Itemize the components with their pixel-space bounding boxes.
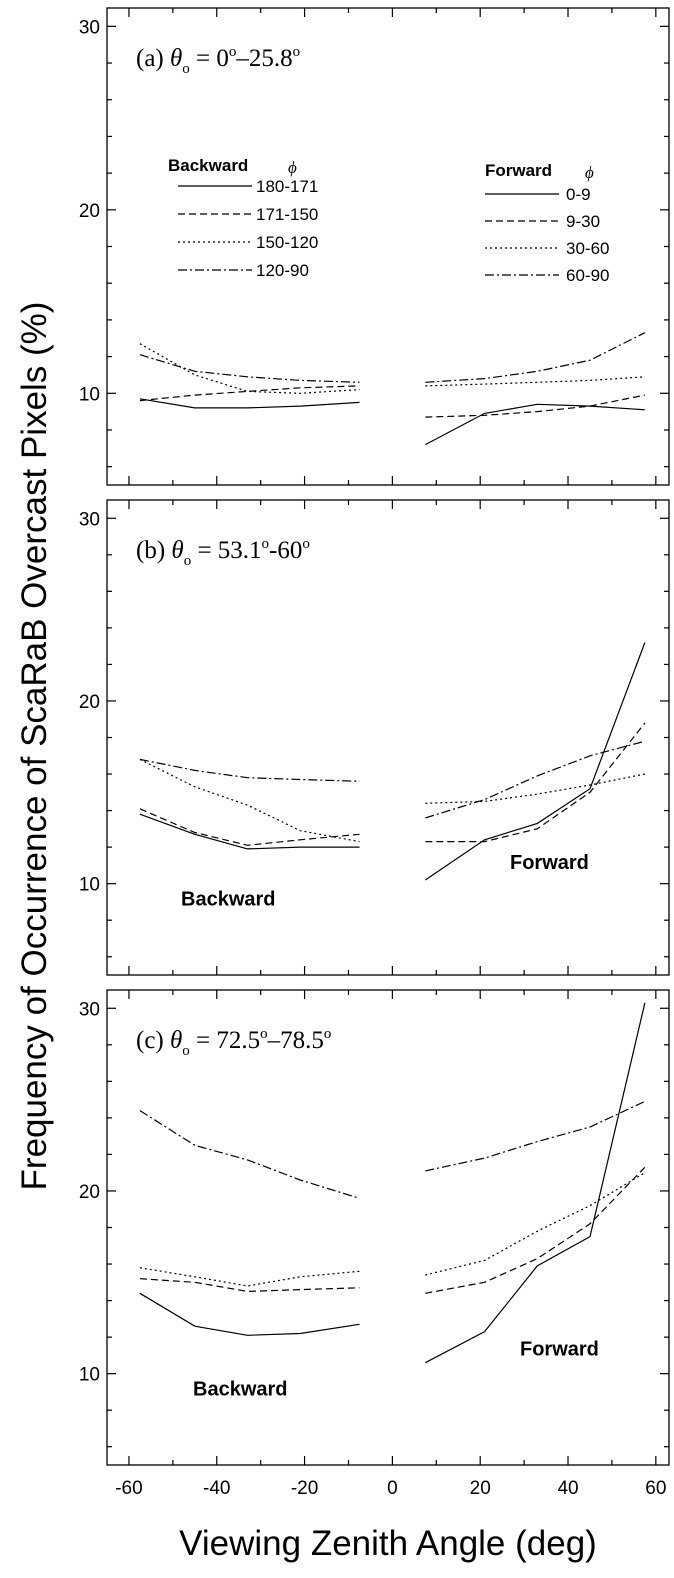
panel-label-theta: θ [170, 1027, 182, 1054]
forward-label: Forward [510, 852, 589, 874]
forward-label: Forward [520, 1338, 599, 1360]
backward-label: Backward [193, 1379, 288, 1401]
legend-entry: 9-30 [566, 212, 600, 231]
y-tick-label: 10 [79, 875, 100, 896]
panel-label-theta: θ [170, 45, 182, 72]
panel-label-prefix: (c) [136, 1027, 170, 1054]
legend-entry: 180-171 [256, 177, 318, 196]
y-tick-label: 10 [79, 1365, 100, 1386]
legend-entry: 120-90 [256, 261, 309, 280]
y-tick-label: 10 [79, 384, 100, 405]
x-tick-label: 40 [557, 1478, 578, 1499]
forward-series-9-30 [425, 394, 646, 418]
backward-series-171-150 [139, 808, 360, 846]
forward-series-0-9 [425, 403, 645, 446]
panel-label-eq: = 53.1 [191, 537, 261, 564]
x-tick-label: -60 [115, 1478, 142, 1499]
legend-forward-phi: ϕ [585, 163, 594, 182]
legend-backward-title: Backward [168, 156, 248, 175]
panel-label-sup1: o [260, 1026, 268, 1042]
panel-label-eq: = 72.5 [190, 1027, 260, 1054]
forward-series-60-90 [425, 332, 646, 383]
forward-series-0-9 [425, 1002, 646, 1364]
y-tick-label: 30 [79, 999, 100, 1020]
legend-backward-phi: ϕ [288, 158, 297, 177]
panel-label-sup2: o [324, 1026, 332, 1042]
backward-series-150-120 [139, 1267, 360, 1287]
backward-series-150-120 [139, 758, 360, 843]
y-tick-label: 20 [79, 692, 100, 713]
panel-label-sub: o [182, 1043, 190, 1059]
legend-entry: 0-9 [566, 185, 591, 204]
backward-series-180-171 [139, 398, 360, 409]
forward-series-60-90 [425, 1100, 646, 1172]
y-tick-label: 20 [79, 201, 100, 222]
x-tick-label: 60 [645, 1478, 666, 1499]
backward-series-180-171 [139, 1292, 360, 1336]
forward-series-30-60 [425, 773, 646, 804]
forward-series-30-60 [425, 1172, 646, 1276]
panel-label-mid: –25.8 [235, 45, 292, 72]
forward-series-0-9 [424, 642, 646, 881]
panel-label-prefix: (b) [136, 537, 171, 564]
forward-series-9-30 [425, 1166, 646, 1294]
panel-label-prefix: (a) [136, 45, 170, 72]
x-tick-label: -40 [203, 1478, 230, 1499]
y-tick-label: 30 [79, 17, 100, 38]
y-axis-label: Frequency of Occurrence of ScaRaB Overca… [15, 302, 54, 1191]
forward-series-60-90 [425, 740, 646, 819]
forward-series-9-30 [425, 722, 646, 843]
panel-label: (b) θo = 53.1o-60o [136, 536, 310, 569]
panel-label: (c) θo = 72.5o–78.5o [136, 1026, 331, 1059]
x-tick-label: -20 [291, 1478, 318, 1499]
panel-label-sup1: o [229, 44, 237, 60]
panel-label-sup1: o [262, 536, 270, 552]
backward-series-120-90 [139, 354, 360, 383]
backward-series-180-171 [139, 813, 360, 850]
x-axis-label: Viewing Zenith Angle (deg) [179, 1524, 597, 1563]
backward-series-171-150 [139, 1278, 360, 1293]
x-tick-label: 0 [387, 1478, 398, 1499]
forward-series-30-60 [425, 376, 645, 387]
backward-series-150-120 [139, 343, 360, 394]
panel-label-mid: -60 [269, 537, 302, 564]
panel-label-eq: = 0 [190, 45, 229, 72]
backward-label: Backward [181, 889, 276, 911]
panel-label-theta: θ [171, 537, 183, 564]
legend-entry: 30-60 [566, 239, 609, 258]
backward-series-171-150 [139, 385, 360, 402]
backward-series-120-90 [139, 1110, 360, 1199]
backward-series-120-90 [139, 758, 360, 782]
y-tick-label: 30 [79, 509, 100, 530]
x-tick-label: 20 [470, 1478, 491, 1499]
legend-entry: 60-90 [566, 266, 609, 285]
panel-label-sup2: o [302, 536, 310, 552]
panel-frame [106, 989, 670, 1466]
legend-entry: 171-150 [256, 205, 318, 224]
panel-label-sup2: o [293, 44, 301, 60]
panel-label-mid: –78.5 [267, 1027, 324, 1054]
y-tick-label: 20 [79, 1182, 100, 1203]
legend: Backward ϕ180-171171-150150-120120-90Forw… [168, 156, 609, 285]
panel-label-sub: o [184, 553, 192, 569]
panel-label: (a) θo = 0o–25.8o [136, 44, 300, 77]
panel-label-sub: o [182, 61, 190, 77]
legend-entry: 150-120 [256, 233, 318, 252]
legend-forward-title: Forward [485, 161, 552, 180]
